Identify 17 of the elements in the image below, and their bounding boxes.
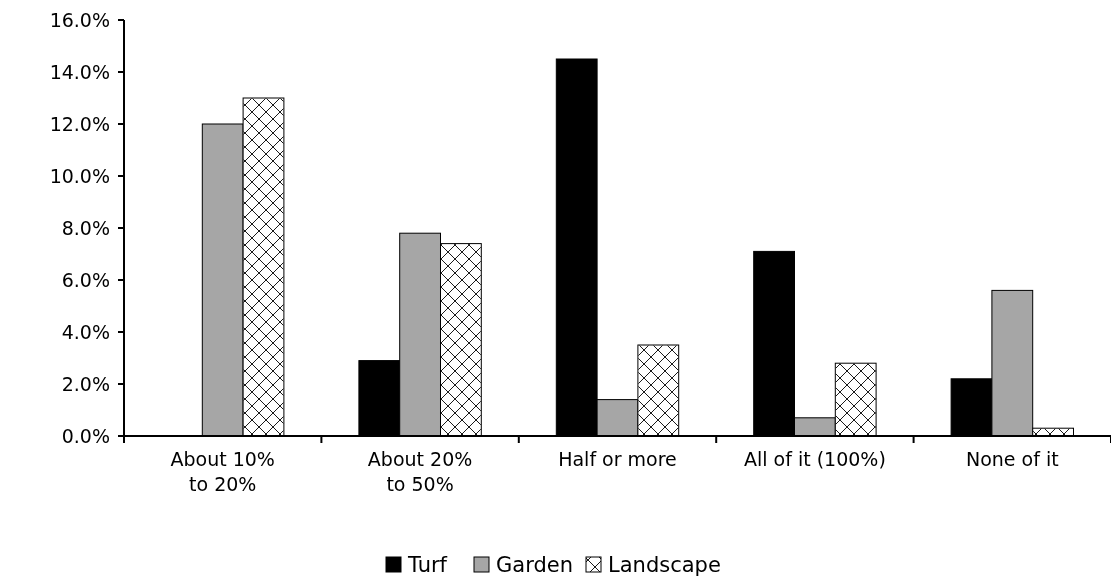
y-tick-label: 2.0% — [61, 372, 110, 395]
y-tick-label: 0.0% — [61, 424, 110, 447]
legend-label: Turf — [407, 553, 448, 577]
legend-label: Landscape — [608, 553, 721, 577]
y-tick-label: 10.0% — [49, 164, 110, 187]
y-tick-label: 4.0% — [61, 320, 110, 343]
x-tick-label: All of it (100%) — [743, 448, 886, 470]
y-tick-label: 14.0% — [49, 60, 110, 83]
x-tick-label: About 20% to 50% — [367, 448, 473, 495]
x-tick-label: Half or more — [558, 448, 677, 470]
y-tick-label: 16.0% — [49, 8, 110, 31]
x-tick-label: About 10% to 20% — [170, 448, 275, 495]
y-tick-label: 8.0% — [61, 216, 110, 239]
y-tick-label: 6.0% — [61, 268, 110, 291]
x-tick-label: None of it — [965, 448, 1059, 470]
legend-label: Garden — [496, 553, 573, 577]
y-tick-label: 12.0% — [49, 112, 110, 135]
